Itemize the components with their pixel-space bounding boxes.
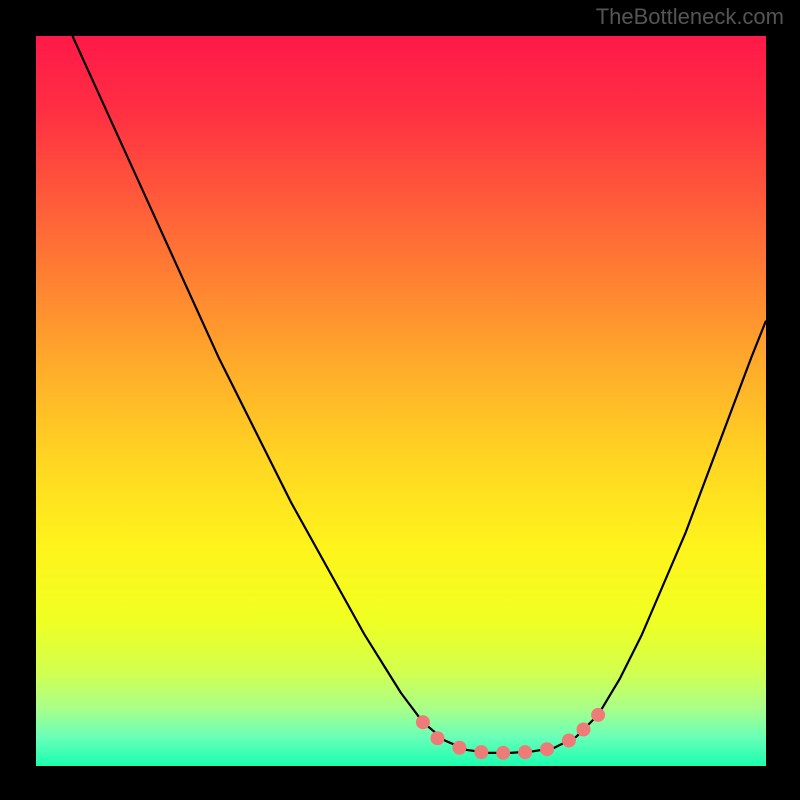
highlight-marker: [416, 715, 430, 729]
highlight-marker: [496, 746, 510, 760]
highlight-marker: [431, 731, 445, 745]
highlight-marker: [577, 723, 591, 737]
highlight-marker: [540, 742, 554, 756]
highlight-marker: [591, 708, 605, 722]
bottleneck-curve: [73, 36, 767, 753]
chart-plot-area: [36, 36, 766, 766]
highlight-marker: [518, 745, 532, 759]
watermark-text: TheBottleneck.com: [596, 4, 784, 30]
highlight-marker: [562, 733, 576, 747]
highlight-marker: [452, 741, 466, 755]
highlight-marker: [474, 745, 488, 759]
chart-curve-layer: [36, 36, 766, 766]
